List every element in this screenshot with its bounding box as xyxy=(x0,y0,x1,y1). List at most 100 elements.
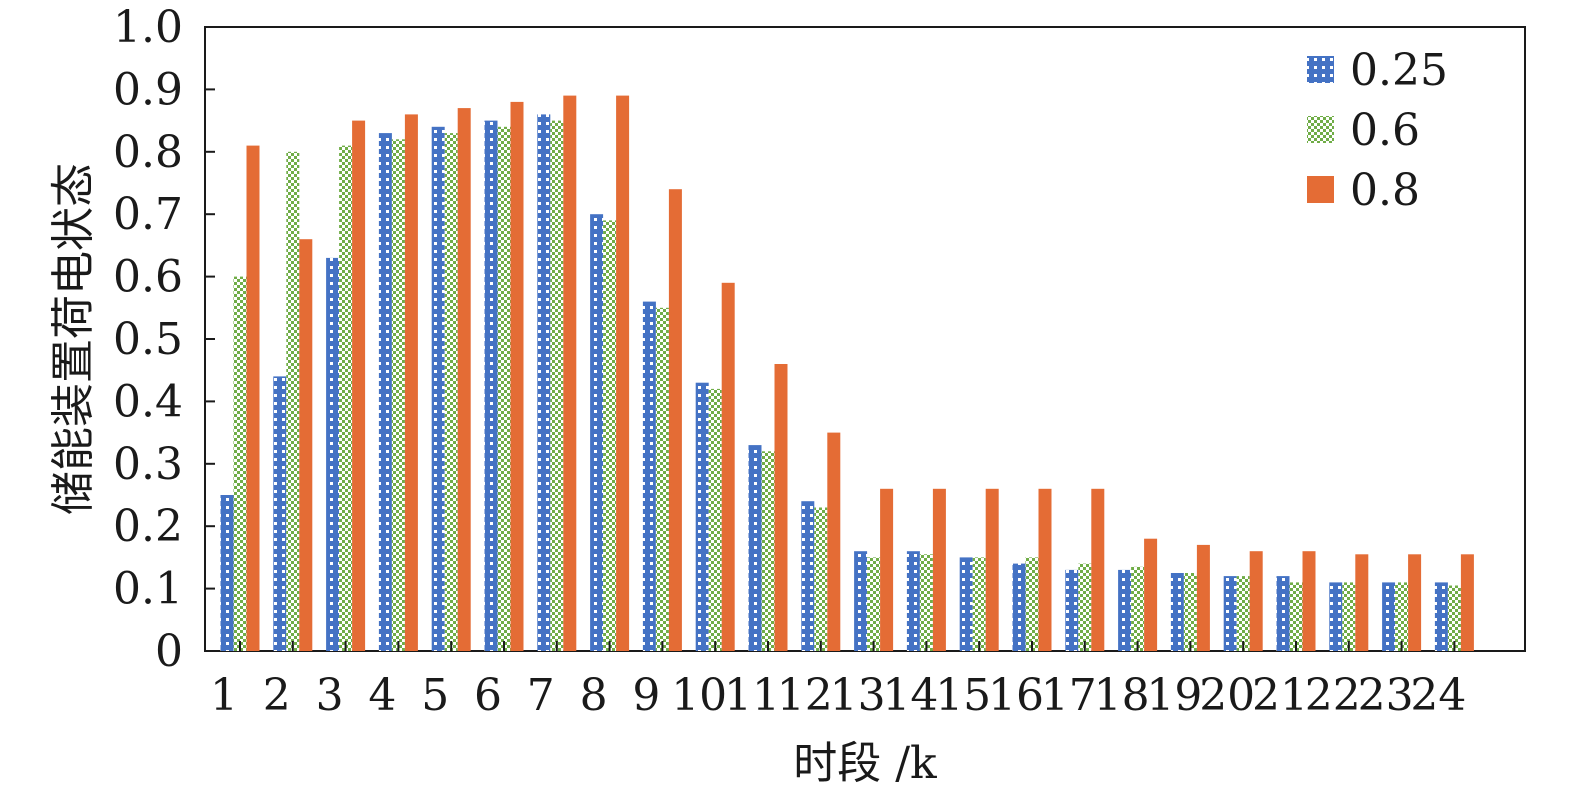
bar-series-0.6-period-12 xyxy=(814,507,828,651)
bar-series-0.8-period-3 xyxy=(352,120,366,652)
bar-series-0.6-period-6 xyxy=(497,126,511,652)
legend-swatch-0.25 xyxy=(1307,56,1334,83)
bar-series-0.6-period-4 xyxy=(391,139,405,652)
y-tick-label: 0.9 xyxy=(113,64,183,115)
x-tick-label: 7 xyxy=(527,670,555,721)
bar-series-0.25-period-8 xyxy=(590,214,604,651)
x-tick-label: 10 xyxy=(671,670,727,721)
y-tick-label: 0.6 xyxy=(113,252,183,303)
bar-series-0.8-period-6 xyxy=(510,101,524,651)
x-tick-label: 22 xyxy=(1305,670,1361,721)
bar-series-0.6-period-5 xyxy=(444,133,458,652)
bar-series-0.8-period-24 xyxy=(1460,554,1474,651)
bar-series-0.6-period-2 xyxy=(286,151,300,652)
bar-series-0.8-period-12 xyxy=(827,432,841,651)
bar-series-0.25-period-20 xyxy=(1223,576,1237,651)
bar-series-0.8-period-8 xyxy=(616,95,630,652)
bar-series-0.25-period-6 xyxy=(484,120,498,652)
bar-series-0.25-period-24 xyxy=(1434,582,1448,651)
x-tick-label: 1 xyxy=(210,670,238,721)
legend-label-0.25: 0.25 xyxy=(1350,45,1448,96)
bar-series-0.6-period-23 xyxy=(1395,582,1409,651)
x-tick-label: 17 xyxy=(1041,670,1097,721)
bar-series-0.8-period-20 xyxy=(1249,551,1263,651)
bar-series-0.6-period-14 xyxy=(919,554,933,651)
bar-series-0.25-period-9 xyxy=(642,301,656,651)
legend-swatch-0.8 xyxy=(1307,176,1334,203)
bar-series-0.6-period-9 xyxy=(655,307,669,651)
bar-series-0.25-period-7 xyxy=(537,114,551,651)
x-tick-label: 8 xyxy=(580,670,608,721)
bar-series-0.6-period-22 xyxy=(1342,582,1356,651)
bar-series-0.8-period-21 xyxy=(1302,551,1316,651)
bar-series-0.25-period-11 xyxy=(748,445,762,651)
bar-series-0.8-period-1 xyxy=(246,145,260,651)
y-tick-label: 0.7 xyxy=(113,189,183,240)
bar-series-0.25-period-3 xyxy=(326,257,340,651)
y-tick-label: 1.0 xyxy=(113,2,183,53)
x-tick-label: 5 xyxy=(421,670,449,721)
x-tick-label: 6 xyxy=(474,670,502,721)
bar-series-0.25-period-5 xyxy=(431,126,445,652)
y-tick-label: 0.2 xyxy=(113,501,183,552)
x-tick-label: 11 xyxy=(724,670,780,721)
bar-series-0.25-period-2 xyxy=(273,376,287,651)
bar-series-0.25-period-17 xyxy=(1065,569,1079,651)
bar-series-0.6-period-19 xyxy=(1183,573,1197,651)
y-tick-label: 0.8 xyxy=(113,127,183,178)
x-tick-label: 16 xyxy=(988,670,1044,721)
bar-series-0.8-period-9 xyxy=(668,189,682,651)
y-axis-title: 储能装置荷电状态 xyxy=(48,163,99,515)
bar-series-0.8-period-10 xyxy=(721,282,735,651)
bar-series-0.6-period-17 xyxy=(1078,563,1092,651)
x-tick-label: 19 xyxy=(1146,670,1202,721)
bar-series-0.8-period-16 xyxy=(1038,488,1052,651)
legend: 0.25 0.6 0.8 xyxy=(1307,45,1448,216)
bar-series-0.25-period-23 xyxy=(1382,582,1396,651)
bar-series-0.8-period-5 xyxy=(457,108,471,652)
bar-series-0.6-period-21 xyxy=(1289,582,1303,651)
bar-series-0.8-period-19 xyxy=(1196,544,1210,651)
bar-series-0.8-period-2 xyxy=(299,239,313,651)
y-tick-label: 0.4 xyxy=(113,376,183,427)
bar-series-0.6-period-20 xyxy=(1236,576,1250,651)
y-tick-label: 0 xyxy=(155,626,183,677)
x-tick-label: 12 xyxy=(777,670,833,721)
bar-series-0.25-period-13 xyxy=(854,551,868,651)
bar-series-0.25-period-1 xyxy=(220,495,234,651)
bar-series-0.25-period-15 xyxy=(959,557,973,651)
bar-series-0.8-period-11 xyxy=(774,364,788,651)
bar-series-0.8-period-7 xyxy=(563,95,577,652)
y-tick-label: 0.3 xyxy=(113,439,183,490)
x-tick-label: 18 xyxy=(1094,670,1150,721)
x-tick-label: 24 xyxy=(1410,670,1466,721)
legend-label-0.8: 0.8 xyxy=(1350,165,1420,216)
bar-series-0.8-period-14 xyxy=(932,488,946,651)
bar-series-0.6-period-15 xyxy=(972,557,986,651)
bar-series-0.25-period-22 xyxy=(1329,582,1343,651)
bar-series-0.8-period-17 xyxy=(1091,488,1105,651)
bar-series-0.6-period-18 xyxy=(1131,566,1145,651)
bars-group xyxy=(220,95,1474,652)
x-tick-label: 2 xyxy=(263,670,291,721)
x-tick-label: 23 xyxy=(1358,670,1414,721)
bar-series-0.6-period-10 xyxy=(708,388,722,651)
x-tick-label: 15 xyxy=(935,670,991,721)
y-axis: 0 0.1 0.2 0.3 0.4 0.5 0.6 0.7 0.8 0.9 1.0 xyxy=(113,2,215,677)
bar-series-0.8-period-23 xyxy=(1408,554,1422,651)
bar-series-0.6-period-7 xyxy=(550,120,564,652)
bar-series-0.8-period-18 xyxy=(1144,538,1158,651)
bar-series-0.25-period-12 xyxy=(801,501,815,651)
bar-series-0.25-period-18 xyxy=(1118,569,1132,651)
x-tick-label: 13 xyxy=(830,670,886,721)
legend-label-0.6: 0.6 xyxy=(1350,105,1420,156)
x-tick-label: 4 xyxy=(368,670,396,721)
bar-series-0.6-period-8 xyxy=(603,220,617,651)
bar-series-0.6-period-3 xyxy=(339,145,353,651)
x-tick-label: 3 xyxy=(316,670,344,721)
y-tick-label: 0.5 xyxy=(113,314,183,365)
bar-series-0.6-period-24 xyxy=(1447,585,1461,651)
bar-series-0.8-period-4 xyxy=(404,114,418,651)
